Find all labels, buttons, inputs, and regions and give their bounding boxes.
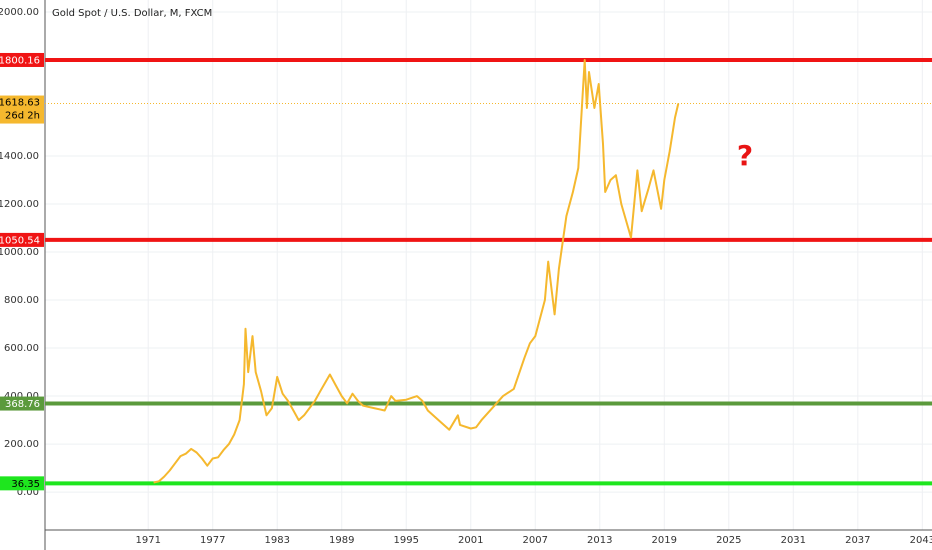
chart-title: Gold Spot / U.S. Dollar, M, FXCM (52, 8, 212, 19)
last-price-box (0, 95, 44, 124)
y-tick-label: 800.00 (4, 295, 39, 306)
x-tick-label: 1971 (135, 535, 160, 546)
y-tick-label: 600.00 (4, 343, 39, 354)
x-tick-label: 2037 (845, 535, 870, 546)
level-label: 1800.16 (0, 55, 40, 66)
x-tick-label: 2025 (716, 535, 741, 546)
y-tick-label: 1000.00 (0, 247, 39, 258)
annotation: ? (737, 139, 753, 172)
x-tick-label: 2043 (910, 535, 932, 546)
level-label-box (0, 396, 44, 411)
level-label: 1050.54 (0, 235, 40, 246)
level-label-box (0, 232, 44, 247)
x-tick-label: 2007 (523, 535, 548, 546)
x-tick-label: 2001 (458, 535, 483, 546)
last-price-label: 1618.63 (0, 98, 40, 109)
y-tick-label: 1200.00 (0, 199, 39, 210)
level-label-box (0, 52, 44, 67)
level-label-box (0, 476, 44, 491)
x-tick-label: 2031 (781, 535, 806, 546)
x-tick-label: 1995 (394, 535, 419, 546)
x-tick-label: 1983 (265, 535, 290, 546)
x-tick-label: 2013 (587, 535, 612, 546)
countdown-label: 26d 2h (5, 111, 40, 122)
y-tick-label: 1400.00 (0, 151, 39, 162)
x-tick-label: 1989 (329, 535, 354, 546)
y-tick-label: 200.00 (4, 439, 39, 450)
y-tick-label: 2000.00 (0, 7, 39, 18)
x-tick-label: 2019 (652, 535, 677, 546)
level-label: 36.35 (11, 479, 40, 490)
level-label: 368.76 (5, 399, 40, 410)
x-tick-label: 1977 (200, 535, 225, 546)
y-tick-label: 0.00 (17, 487, 39, 498)
